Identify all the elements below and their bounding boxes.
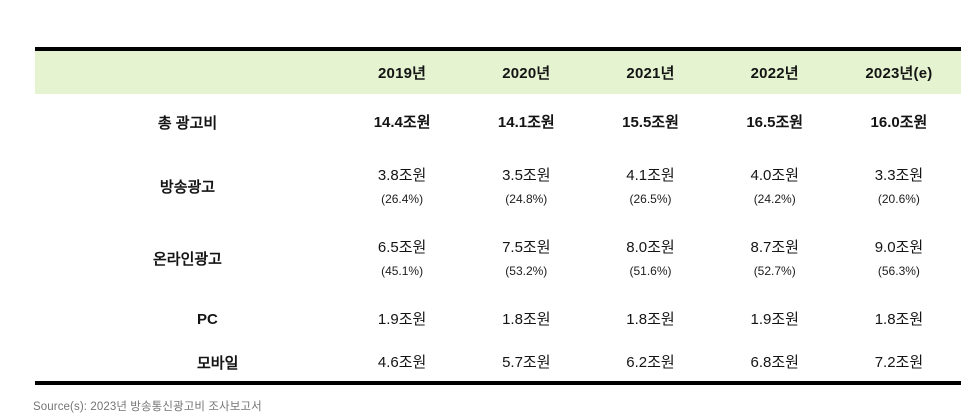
table-cell: 1.8조원 [588, 294, 712, 344]
amount-value: 14.1조원 [497, 113, 555, 131]
amount-value: 1.8조원 [626, 310, 675, 328]
amount-value: 7.2조원 [874, 354, 924, 371]
amount-value: 1.8조원 [874, 310, 924, 328]
table-row-pc: PC 1.9조원 1.8조원 1.8조원 1.9조원 1.8조원 [35, 294, 961, 344]
table-cell: 16.5조원 [713, 94, 837, 150]
share-percent: (24.2%) [753, 192, 796, 206]
col-header-2021: 2021년 [626, 65, 675, 82]
share-percent: (26.5%) [629, 192, 672, 206]
amount-value: 4.1조원 [626, 167, 675, 184]
table-cell: 1.9조원 [713, 294, 837, 344]
table-cell: 5.7조원 [464, 344, 588, 381]
amount-value: 4.6조원 [377, 354, 427, 371]
amount-value: 6.5조원 [377, 239, 427, 256]
amount-value: 3.8조원 [377, 167, 427, 184]
table-cell: 3.3조원 (20.6%) [837, 150, 961, 222]
table-cell: 4.6조원 [340, 344, 464, 381]
amount-value: 9.0조원 [874, 239, 924, 256]
table-cell: 6.2조원 [588, 344, 712, 381]
share-percent: (26.4%) [381, 192, 424, 206]
share-percent: (45.1%) [381, 264, 424, 278]
row-label-online: 온라인광고 [152, 250, 222, 268]
table-row-online-ads: 온라인광고 6.5조원 (45.1%) 7.5조원 (53.2%) 8.0조원 … [35, 222, 961, 294]
table-cell: 8.7조원 (52.7%) [713, 222, 837, 294]
amount-value: 8.0조원 [626, 239, 675, 256]
col-header-2020: 2020년 [502, 65, 551, 82]
amount-value: 3.3조원 [874, 167, 924, 184]
col-header-2022: 2022년 [750, 65, 799, 82]
amount-value: 14.4조원 [373, 113, 431, 131]
col-header-2023e: 2023년(e) [865, 65, 933, 82]
col-header-2019: 2019년 [378, 65, 427, 82]
table-cell: 16.0조원 [837, 94, 961, 150]
table-cell: 3.8조원 (26.4%) [340, 150, 464, 222]
table-cell: 7.2조원 [837, 344, 961, 381]
row-label-pc: PC [197, 310, 218, 328]
table-cell: 4.0조원 (24.2%) [713, 150, 837, 222]
row-label-broadcast: 방송광고 [159, 178, 216, 196]
amount-value: 6.8조원 [750, 354, 799, 371]
row-label-total: 총 광고비 [157, 114, 218, 132]
amount-value: 4.0조원 [750, 167, 799, 184]
share-percent: (53.2%) [505, 264, 548, 278]
share-percent: (20.6%) [877, 192, 920, 206]
table-cell: 1.8조원 [464, 294, 588, 344]
share-percent: (24.8%) [505, 192, 548, 206]
table-cell: 14.1조원 [464, 94, 588, 150]
amount-value: 8.7조원 [750, 239, 799, 256]
ad-spend-table: 2019년 2020년 2021년 2022년 2023년(e) 총 광고비 1… [35, 47, 961, 385]
table-cell: 3.5조원 (24.8%) [464, 150, 588, 222]
amount-value: 1.9조원 [750, 310, 799, 328]
amount-value: 5.7조원 [502, 354, 551, 371]
table-row-mobile: 모바일 4.6조원 5.7조원 6.2조원 6.8조원 7.2조원 [35, 344, 961, 381]
share-percent: (51.6%) [629, 264, 672, 278]
amount-value: 3.5조원 [502, 167, 551, 184]
amount-value: 15.5조원 [622, 113, 679, 131]
table-cell: 8.0조원 (51.6%) [588, 222, 712, 294]
share-percent: (56.3%) [877, 264, 920, 278]
table-cell: 14.4조원 [340, 94, 464, 150]
amount-value: 1.8조원 [502, 310, 551, 328]
corner-cell [35, 51, 340, 94]
amount-value: 16.0조원 [870, 113, 928, 131]
row-label-mobile: 모바일 [197, 355, 239, 372]
table-cell: 9.0조원 (56.3%) [837, 222, 961, 294]
amount-value: 16.5조원 [746, 113, 804, 131]
table-cell: 7.5조원 (53.2%) [464, 222, 588, 294]
table-header-row: 2019년 2020년 2021년 2022년 2023년(e) [35, 51, 961, 94]
amount-value: 6.2조원 [626, 354, 675, 371]
table-cell: 1.9조원 [340, 294, 464, 344]
table-cell: 15.5조원 [588, 94, 712, 150]
table-cell: 6.5조원 (45.1%) [340, 222, 464, 294]
table-cell: 4.1조원 (26.5%) [588, 150, 712, 222]
amount-value: 1.9조원 [377, 310, 427, 328]
table-row-broadcast-ads: 방송광고 3.8조원 (26.4%) 3.5조원 (24.8%) 4.1조원 (… [35, 150, 961, 222]
share-percent: (52.7%) [753, 264, 796, 278]
source-note: Source(s): 2023년 방송통신광고비 조사보고서 [33, 401, 262, 413]
amount-value: 7.5조원 [502, 239, 551, 256]
table-cell: 6.8조원 [713, 344, 837, 381]
table-cell: 1.8조원 [837, 294, 961, 344]
table-row-total-ad-spend: 총 광고비 14.4조원 14.1조원 15.5조원 16.5조원 16.0조원 [35, 94, 961, 150]
